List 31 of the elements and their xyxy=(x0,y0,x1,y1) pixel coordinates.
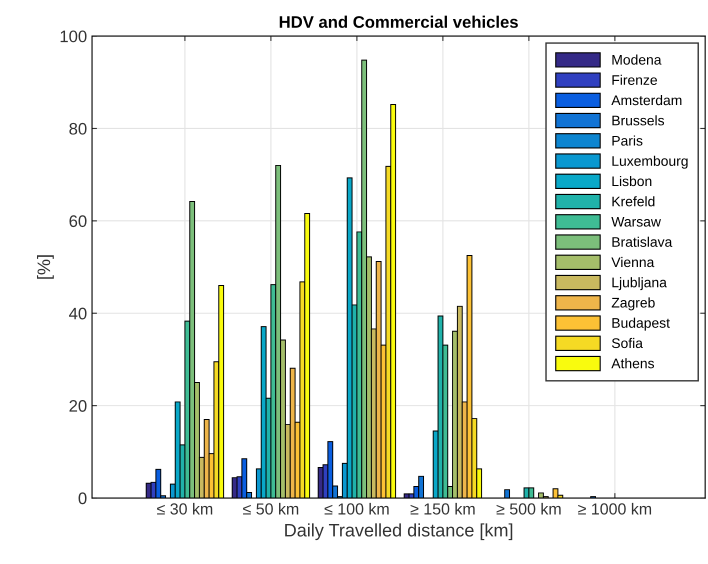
y-tick-label: 20 xyxy=(69,400,87,412)
legend-label: Budapest xyxy=(612,318,670,331)
legend-label: Vienna xyxy=(611,256,654,268)
legend-label: Firenze xyxy=(612,74,657,85)
legend-label: Sofia xyxy=(612,338,643,348)
legend-label: Modena xyxy=(612,54,662,65)
legend-label: Brussels xyxy=(612,115,664,126)
x-tick-label: ≥ 500 km xyxy=(496,502,561,515)
x-tick-label: ≥ 150 km xyxy=(410,502,475,515)
legend-label: Ljubljana xyxy=(612,277,667,290)
y-tick-label: 80 xyxy=(69,122,87,135)
legend-label: Luxembourg xyxy=(612,156,688,169)
legend-label: Amsterdam xyxy=(611,94,682,106)
y-axis-title: [%] xyxy=(36,255,54,279)
y-tick-label: 40 xyxy=(69,308,87,320)
legend-label: Lisbon xyxy=(612,176,652,186)
x-tick-label: ≥ 1000 km xyxy=(578,502,652,515)
legend-label: Paris xyxy=(612,135,642,146)
y-tick-label: 0 xyxy=(78,492,87,504)
chart-title: HDV and Commercial vehicles xyxy=(280,16,518,28)
x-tick-label: ≤ 100 km xyxy=(324,502,389,515)
legend-label: Krefeld xyxy=(612,196,654,206)
y-tick-label: 100 xyxy=(60,30,87,42)
x-tick-label: ≤ 50 km xyxy=(243,502,298,515)
legend-label: Athens xyxy=(611,358,654,368)
legend-label: Bratislava xyxy=(612,236,672,247)
legend-label: Warsaw xyxy=(611,216,661,227)
x-axis-title: Daily Travelled distance [km] xyxy=(285,523,512,540)
y-tick-label: 60 xyxy=(69,215,87,228)
legend-label: Zagreb xyxy=(612,297,655,310)
x-tick-label: ≤ 30 km xyxy=(157,502,212,515)
